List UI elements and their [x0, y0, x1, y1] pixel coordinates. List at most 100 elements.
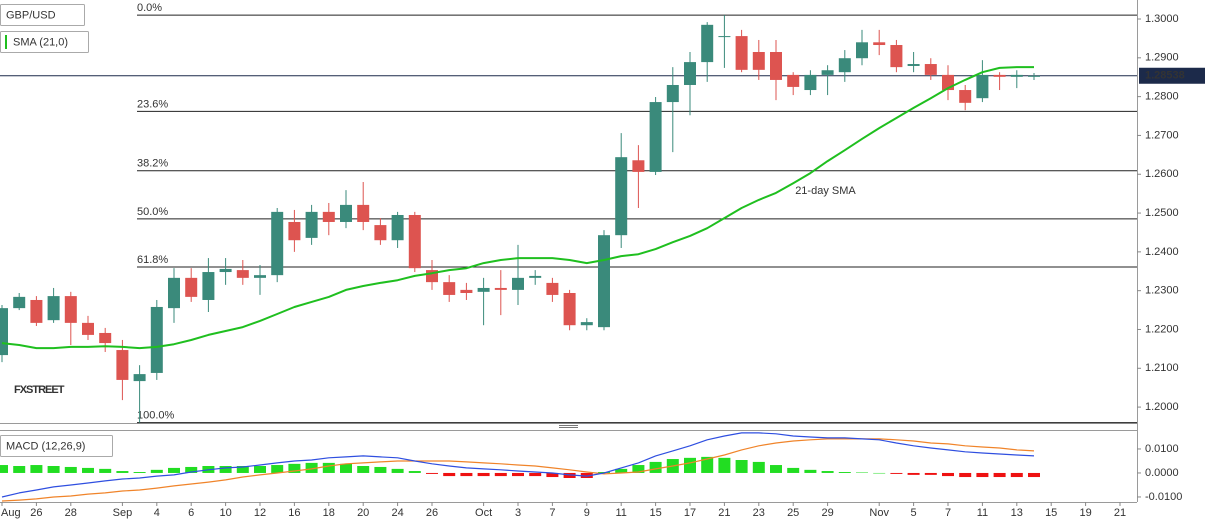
candle-body: [64, 296, 77, 323]
histogram-bar: [288, 463, 301, 473]
histogram-bar: [993, 472, 1006, 478]
histogram-bar: [907, 472, 920, 475]
candle-body: [924, 64, 937, 75]
histogram-bar: [924, 472, 937, 475]
candle-body: [202, 272, 215, 300]
candle-body: [838, 58, 851, 73]
x-tick-label: 19: [1079, 507, 1091, 519]
candle-body: [1028, 75, 1040, 77]
histogram-bar: [546, 472, 559, 478]
candle-body: [357, 204, 370, 222]
candle-body: [288, 221, 301, 241]
y-tick-label: 1.2800: [1145, 91, 1179, 103]
label-box: [0, 435, 113, 457]
histogram-bar: [82, 467, 94, 473]
x-tick-label: 11: [977, 507, 988, 519]
x-tick-label: 26: [30, 507, 42, 519]
x-tick-label: 10: [219, 507, 231, 519]
candle-body: [1010, 74, 1023, 77]
y-tick-label: 1.2200: [1145, 323, 1179, 335]
candle-body: [150, 306, 163, 373]
x-tick-label: 18: [323, 507, 335, 519]
histogram-bar: [374, 466, 387, 473]
histogram-bar: [529, 472, 542, 477]
x-tick-label: 12: [254, 507, 266, 519]
histogram-bar: [735, 460, 748, 473]
candle-body: [598, 235, 610, 328]
histogram-bar: [408, 471, 421, 473]
label-box-text: MACD (12,26,9): [6, 440, 85, 452]
x-tick-label: 11: [615, 507, 626, 519]
x-tick-label: 24: [391, 507, 403, 519]
histogram-bar: [632, 465, 645, 473]
candle-body: [168, 277, 180, 309]
histogram-bar: [305, 462, 318, 473]
candle-body: [632, 160, 645, 172]
y-tick-label: 0.0100: [1145, 443, 1179, 455]
candle-body: [684, 62, 696, 85]
x-tick-label: 15: [649, 507, 661, 519]
histogram-bar: [821, 471, 834, 473]
histogram-bar: [1010, 472, 1023, 478]
x-tick-label: Oct: [475, 507, 492, 519]
histogram-bar: [340, 463, 352, 473]
y-tick-label: 1.2000: [1145, 401, 1179, 413]
x-tick-label: 15: [1045, 507, 1057, 519]
candle-body: [322, 211, 335, 222]
x-tick-label: 9: [584, 507, 590, 519]
last-price-box: [1139, 67, 1205, 84]
candle-body: [873, 42, 886, 46]
histogram-bar: [615, 468, 628, 473]
y-tick-label: 0.0000: [1145, 467, 1179, 479]
histogram-bar: [701, 456, 714, 473]
candle-body: [47, 296, 60, 321]
candle-body: [477, 287, 490, 292]
histogram-bar: [357, 466, 370, 473]
histogram-bar: [856, 472, 868, 473]
label-box-text: SMA (21,0): [13, 36, 68, 48]
histogram-bar: [494, 472, 507, 477]
candle-body: [133, 374, 146, 382]
candle-body: [563, 292, 576, 326]
x-tick-label: Sep: [113, 507, 133, 519]
x-tick-label: 23: [753, 507, 765, 519]
histogram-bar: [0, 465, 8, 473]
candle-body: [735, 36, 748, 70]
histogram-bar: [649, 461, 662, 473]
candle-body: [219, 268, 232, 273]
candle-body: [529, 275, 542, 278]
candle-body: [959, 90, 972, 103]
y-tick-label: -0.0100: [1145, 491, 1182, 503]
candle-body: [701, 24, 714, 63]
candle-body: [82, 322, 94, 335]
x-tick-label: 17: [684, 507, 696, 519]
last-price-label: 1.28538: [1145, 70, 1185, 82]
histogram-bar: [47, 466, 60, 473]
candle-body: [116, 350, 129, 380]
y-tick-label: 1.2600: [1145, 168, 1179, 180]
histogram-bar: [460, 472, 473, 477]
macd-line: [1, 432, 1035, 498]
histogram-bar: [890, 472, 903, 474]
histogram-bar: [1028, 472, 1040, 478]
watermark: FXSTREET: [14, 384, 65, 396]
x-tick-label: 16: [288, 507, 300, 519]
histogram-bar: [959, 472, 972, 478]
histogram-bar: [219, 466, 232, 473]
histogram-bar: [443, 472, 456, 477]
histogram-bar: [271, 465, 284, 473]
candle-body: [340, 204, 352, 222]
fibonacci-label: 100.0%: [137, 410, 175, 422]
candle-body: [460, 289, 473, 293]
histogram-bar: [133, 472, 146, 473]
label-box-text: GBP/USD: [6, 9, 56, 21]
histogram-bar: [185, 466, 198, 473]
annotation: 21-day SMA: [795, 185, 856, 197]
y-tick-label: 1.2300: [1145, 285, 1179, 297]
histogram-bar: [30, 465, 43, 473]
x-tick-label: Nov: [869, 507, 889, 519]
candle-body: [856, 42, 868, 59]
candle-body: [976, 74, 989, 99]
histogram-bar: [976, 472, 989, 478]
histogram-bar: [838, 472, 851, 473]
